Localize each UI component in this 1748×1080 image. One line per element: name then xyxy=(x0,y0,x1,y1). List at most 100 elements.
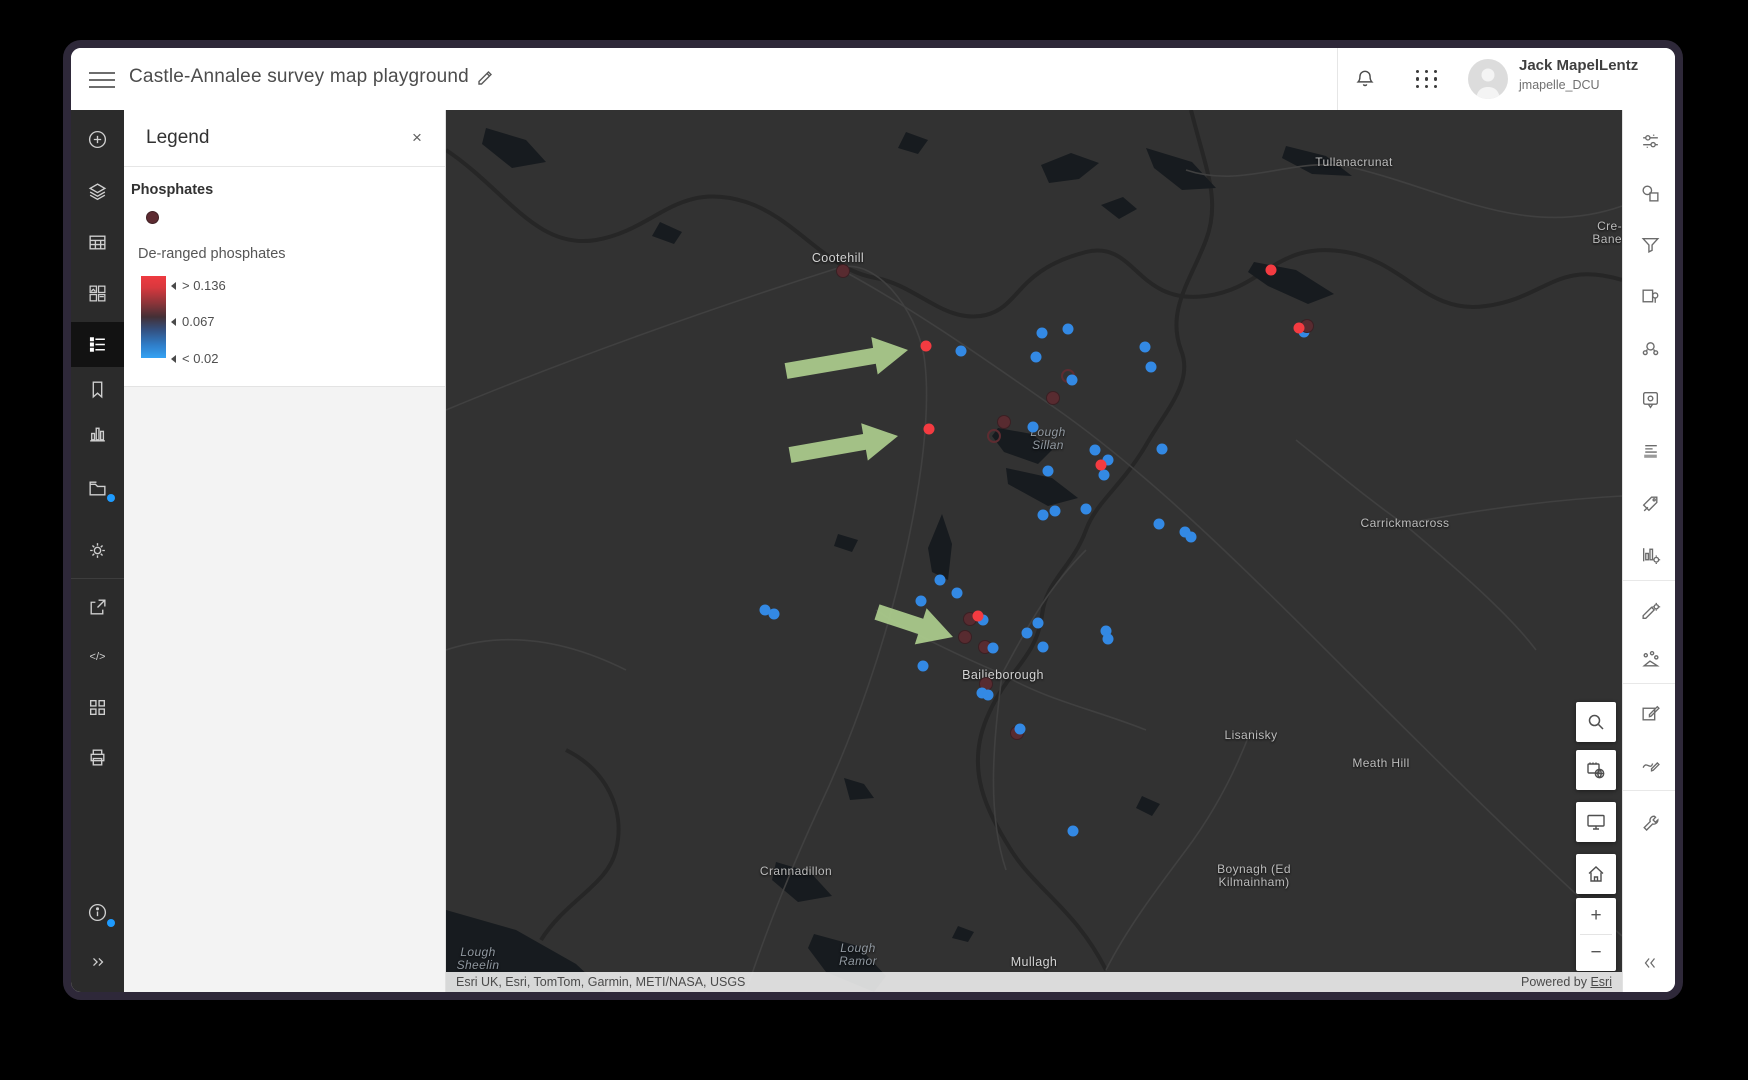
filter-icon[interactable] xyxy=(1623,225,1675,263)
survey-dot-blue[interactable] xyxy=(915,595,927,607)
sidebar-item-legend[interactable] xyxy=(71,322,124,367)
survey-dot-dark[interactable] xyxy=(958,630,972,644)
survey-dot-blue[interactable] xyxy=(987,642,999,654)
basemap-gallery-button[interactable] xyxy=(1576,750,1616,790)
user-name: Jack MapelLentz xyxy=(1519,57,1639,74)
survey-dot-red[interactable] xyxy=(1293,322,1305,334)
zoom-out-button[interactable]: − xyxy=(1590,942,1602,963)
survey-dot-red[interactable] xyxy=(1095,459,1107,471)
sidebar-item-info[interactable] xyxy=(71,892,124,932)
collapse-toolbar-icon[interactable] xyxy=(1623,946,1675,980)
survey-dot-dark[interactable] xyxy=(1046,391,1060,405)
sidebar-item-settings[interactable] xyxy=(71,530,124,570)
overview-map-button[interactable] xyxy=(1576,802,1616,842)
survey-dot-red[interactable] xyxy=(972,610,984,622)
survey-dot-blue[interactable] xyxy=(1067,825,1079,837)
fields-icon[interactable] xyxy=(1623,432,1675,470)
esri-link[interactable]: Esri xyxy=(1590,975,1612,989)
close-icon[interactable]: × xyxy=(412,128,422,147)
survey-dot-red[interactable] xyxy=(923,423,935,435)
styles-icon[interactable] xyxy=(1623,174,1675,212)
user-avatar[interactable] xyxy=(1468,59,1508,99)
survey-dot-blue[interactable] xyxy=(1100,625,1112,637)
sidebar-item-print[interactable] xyxy=(71,737,124,777)
legend-sublayer-title: De-ranged phosphates xyxy=(138,246,286,262)
survey-dot-blue[interactable] xyxy=(1030,351,1042,363)
user-info[interactable]: Jack MapelLentz jmapelle_DCU xyxy=(1519,58,1638,93)
sidebar-item-tables[interactable] xyxy=(71,222,124,262)
zoom-in-button[interactable]: + xyxy=(1590,905,1602,926)
configure-charts-icon[interactable] xyxy=(1623,535,1675,573)
survey-dot-red[interactable] xyxy=(920,340,932,352)
hamburger-menu-icon[interactable] xyxy=(89,67,115,91)
survey-dot-blue[interactable] xyxy=(934,574,946,586)
survey-dot-blue[interactable] xyxy=(1089,444,1101,456)
sidebar-expand-icon[interactable] xyxy=(71,942,124,982)
survey-dot-blue[interactable] xyxy=(982,689,994,701)
survey-dot-blue[interactable] xyxy=(1102,454,1114,466)
survey-dot-blue[interactable] xyxy=(1032,617,1044,629)
survey-dot-blue[interactable] xyxy=(1036,327,1048,339)
popup-pin-icon[interactable] xyxy=(1623,277,1675,315)
edit-settings-icon[interactable] xyxy=(1623,592,1675,630)
configure-popups-icon[interactable] xyxy=(1623,380,1675,418)
edit-feature-icon[interactable] xyxy=(1623,694,1675,732)
survey-dot-dark[interactable] xyxy=(997,415,1011,429)
survey-dot-blue[interactable] xyxy=(1185,531,1197,543)
survey-dot-blue[interactable] xyxy=(1145,361,1157,373)
content-row: </> Legend × Phosphates De-ranged phosph… xyxy=(71,110,1675,992)
sidebar-item-layers[interactable] xyxy=(71,171,124,211)
survey-dot-blue[interactable] xyxy=(1014,723,1026,735)
snapping-icon[interactable] xyxy=(1623,640,1675,678)
legend-layer-title: Phosphates xyxy=(131,182,214,198)
survey-dot-blue[interactable] xyxy=(951,587,963,599)
survey-dot-blue[interactable] xyxy=(1037,641,1049,653)
sidebar-item-share[interactable] xyxy=(71,587,124,627)
label-features-icon[interactable] xyxy=(1623,484,1675,522)
survey-dot-ring[interactable] xyxy=(987,429,1001,443)
survey-dot-blue[interactable] xyxy=(1139,341,1151,353)
home-button[interactable] xyxy=(1576,854,1616,894)
sidebar-item-map-contents[interactable] xyxy=(71,468,124,508)
tools-wrench-icon[interactable] xyxy=(1623,804,1675,842)
survey-dot-blue[interactable] xyxy=(1062,323,1074,335)
map-canvas[interactable]: Tullanacrunat Cre- Bane Cootehill Lough Silla… xyxy=(446,110,1622,992)
survey-dot-blue[interactable] xyxy=(1021,627,1033,639)
survey-dot-blue[interactable] xyxy=(1037,509,1049,521)
survey-dot-blue[interactable] xyxy=(955,345,967,357)
toolbar-divider xyxy=(1623,790,1675,791)
survey-dot-blue[interactable] xyxy=(768,608,780,620)
survey-dot-blue[interactable] xyxy=(1153,518,1165,530)
survey-dot-blue[interactable] xyxy=(1156,443,1168,455)
survey-dot-blue[interactable] xyxy=(1066,374,1078,386)
sidebar-item-add[interactable] xyxy=(71,119,124,159)
properties-icon[interactable] xyxy=(1623,122,1675,160)
sidebar-item-developer[interactable]: </> xyxy=(89,651,106,663)
sidebar-item-bookmarks[interactable] xyxy=(71,369,124,409)
survey-dot-blue[interactable] xyxy=(1179,526,1191,538)
app-launcher-icon[interactable] xyxy=(1407,59,1447,99)
notifications-bell-icon[interactable] xyxy=(1345,59,1385,99)
map-search-button[interactable] xyxy=(1576,702,1616,742)
sidebar-item-charts[interactable] xyxy=(71,413,124,453)
draw-icon[interactable] xyxy=(1623,744,1675,782)
survey-dot-blue[interactable] xyxy=(976,687,988,699)
legend-panel-body: Legend × Phosphates De-ranged phosphates… xyxy=(124,110,445,387)
green-arrow-annotation xyxy=(788,423,898,463)
survey-dot-blue[interactable] xyxy=(1080,503,1092,515)
survey-dot-dark[interactable] xyxy=(836,264,850,278)
survey-dot-blue[interactable] xyxy=(1027,421,1039,433)
sidebar-item-basemap[interactable] xyxy=(71,273,124,313)
survey-dot-blue[interactable] xyxy=(1102,633,1114,645)
aggregation-icon[interactable] xyxy=(1623,329,1675,367)
edit-pencil-icon[interactable] xyxy=(475,68,497,90)
survey-dot-blue[interactable] xyxy=(977,614,989,626)
survey-dot-blue[interactable] xyxy=(1098,469,1110,481)
survey-dot-blue[interactable] xyxy=(917,660,929,672)
survey-dot-blue[interactable] xyxy=(1049,505,1061,517)
survey-dot-blue[interactable] xyxy=(759,604,771,616)
sidebar-item-apps[interactable] xyxy=(71,687,124,727)
survey-dot-red[interactable] xyxy=(1265,264,1277,276)
survey-dot-blue[interactable] xyxy=(1042,465,1054,477)
